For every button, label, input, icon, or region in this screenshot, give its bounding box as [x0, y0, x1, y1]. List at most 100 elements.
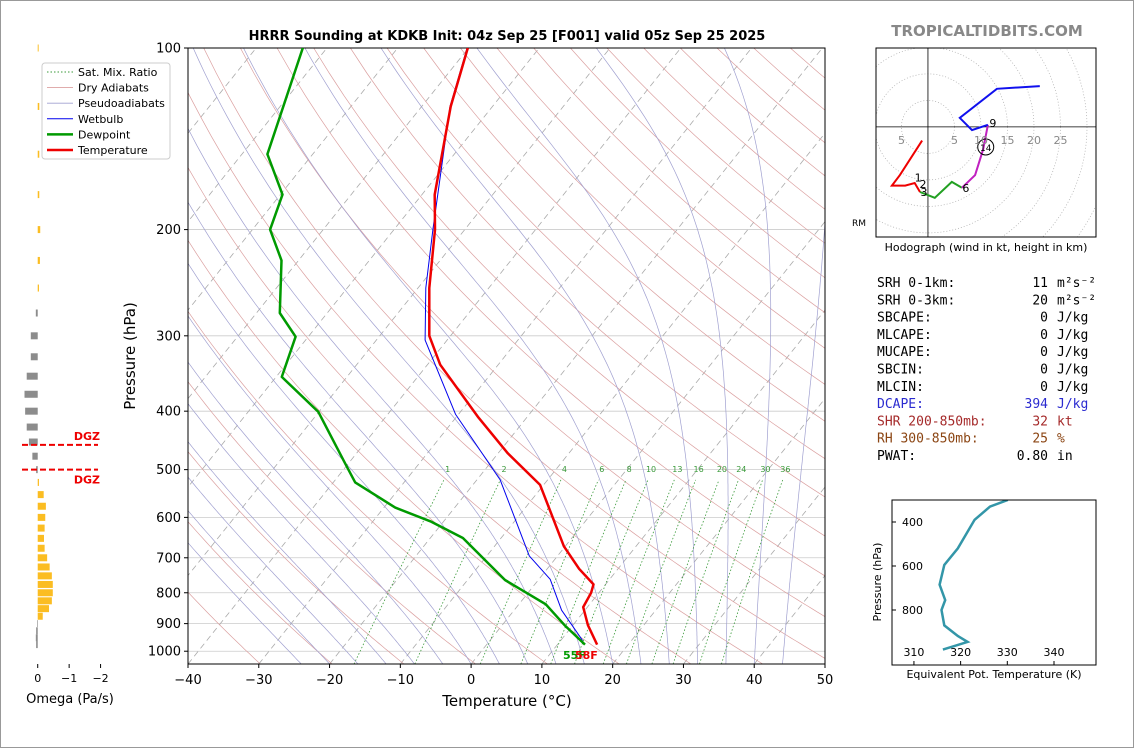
dry-adiabat	[188, 91, 763, 664]
legend-label: Wetbulb	[78, 113, 123, 126]
stat-label: PWAT:	[877, 449, 916, 464]
stat-unit: J/kg	[1057, 397, 1088, 412]
stat-value: 0	[1040, 345, 1048, 360]
chart-title: HRRR Sounding at KDKB Init: 04z Sep 25 […	[249, 29, 766, 44]
omega-tick-label: 0	[34, 672, 41, 685]
y-tick-label: 500	[156, 463, 181, 478]
legend-label: Dewpoint	[78, 128, 131, 141]
dry-adiabat	[496, 48, 825, 349]
mixing-ratio-line	[651, 479, 720, 664]
omega-bar	[37, 191, 40, 199]
omega-bar	[37, 150, 40, 158]
dry-adiabat	[188, 521, 333, 664]
x-tick-label: 50	[817, 673, 834, 688]
stat-unit: J/kg	[1057, 311, 1088, 326]
mixing-ratio-line	[626, 479, 696, 664]
dry-adiabat	[276, 48, 825, 577]
omega-bar	[37, 605, 50, 613]
legend: Sat. Mix. Ratio Dry Adiabats Pseudoadiabat…	[41, 62, 171, 160]
mixing-ratio-label: 13	[672, 465, 682, 474]
hodo-height-label: 2	[919, 178, 926, 191]
omega-bar	[37, 44, 39, 52]
stat-unit: J/kg	[1057, 380, 1088, 395]
pseudoadiabat	[304, 48, 642, 664]
dry-adiabat	[203, 48, 825, 659]
omega-bar	[37, 491, 44, 499]
isotherm	[188, 48, 682, 664]
stat-label: SBCIN:	[877, 363, 924, 378]
dry-adiabat	[240, 48, 825, 618]
mixing-ratio-label: 2	[501, 465, 506, 474]
stat-label: RH 300-850mb:	[877, 432, 979, 447]
hodo-ring-label: 5	[951, 134, 958, 147]
mixing-ratio-line	[574, 479, 649, 664]
omega-title: Omega (Pa/s)	[26, 692, 114, 707]
dry-adiabat	[386, 48, 825, 460]
pseudoadiabat	[188, 441, 387, 664]
hodo-height-label: 3	[921, 186, 928, 199]
omega-bar	[32, 452, 38, 460]
omega-bar	[37, 102, 40, 110]
dry-adiabat	[350, 48, 825, 498]
legend-frame	[41, 62, 171, 160]
thetae-x-tick-label: 330	[997, 646, 1018, 659]
isotherm	[683, 486, 825, 664]
thetae-line	[938, 500, 1009, 651]
pseudoadiabat	[476, 48, 698, 664]
y-tick-label: 200	[156, 223, 181, 238]
stat-unit: J/kg	[1057, 328, 1088, 343]
pseudoadiabat	[596, 48, 729, 664]
omega-tick-label: −1	[61, 672, 77, 685]
pseudoadiabat	[188, 476, 359, 664]
dry-adiabat	[423, 48, 825, 422]
omega-tick-label: −2	[92, 672, 108, 685]
isotherm	[188, 48, 469, 400]
pseudoadiabat	[188, 542, 302, 664]
hodo-ring-label: 10	[974, 134, 988, 147]
y-tick-label: 400	[156, 405, 181, 420]
mixing-ratio-label: 10	[646, 465, 656, 474]
omega-bar	[37, 502, 46, 510]
x-tick-label: 30	[675, 673, 692, 688]
plot-frame	[187, 47, 826, 665]
mixing-ratio-label: 30	[760, 465, 770, 474]
omega-bar	[28, 438, 38, 446]
y-tick-label: 1000	[148, 645, 181, 660]
mixing-ratio-label: 6	[599, 465, 604, 474]
dry-adiabat	[188, 166, 692, 664]
legend-label: Temperature	[77, 144, 148, 157]
omega-bar	[37, 597, 52, 605]
hodo-ring-label: 15	[1000, 134, 1014, 147]
stat-unit: J/kg	[1057, 363, 1088, 378]
hodo-frame	[875, 47, 1097, 238]
pseudoadiabat	[782, 216, 825, 664]
omega-bar	[25, 407, 38, 415]
omega-bar	[37, 226, 41, 234]
omega-bar	[30, 353, 38, 361]
legend-label: Dry Adiabats	[78, 82, 149, 95]
stat-value: 11	[1032, 276, 1048, 291]
omega-bar	[37, 554, 48, 562]
omega-bar	[37, 563, 50, 571]
dry-adiabat	[188, 451, 405, 664]
stat-value: 0.80	[1017, 449, 1048, 464]
omega-bar	[24, 390, 38, 398]
isotherm	[541, 309, 825, 664]
mixing-ratio-label: 1	[445, 465, 450, 474]
mixing-ratio-label: 8	[627, 465, 632, 474]
isotherm	[470, 220, 825, 664]
stat-value: 25	[1032, 432, 1048, 447]
pseudoadiabat	[188, 361, 444, 664]
omega-bar	[37, 612, 43, 620]
pseudoadiabat	[724, 48, 772, 664]
mixing-ratio-line	[353, 479, 445, 664]
stat-unit: %	[1057, 432, 1065, 447]
y-axis-title: Pressure (hPa)	[121, 302, 139, 410]
omega-bar	[26, 423, 38, 431]
mixing-ratio-line	[479, 479, 562, 664]
storm-motion-text: 14	[980, 144, 992, 154]
profile-line	[424, 48, 584, 641]
